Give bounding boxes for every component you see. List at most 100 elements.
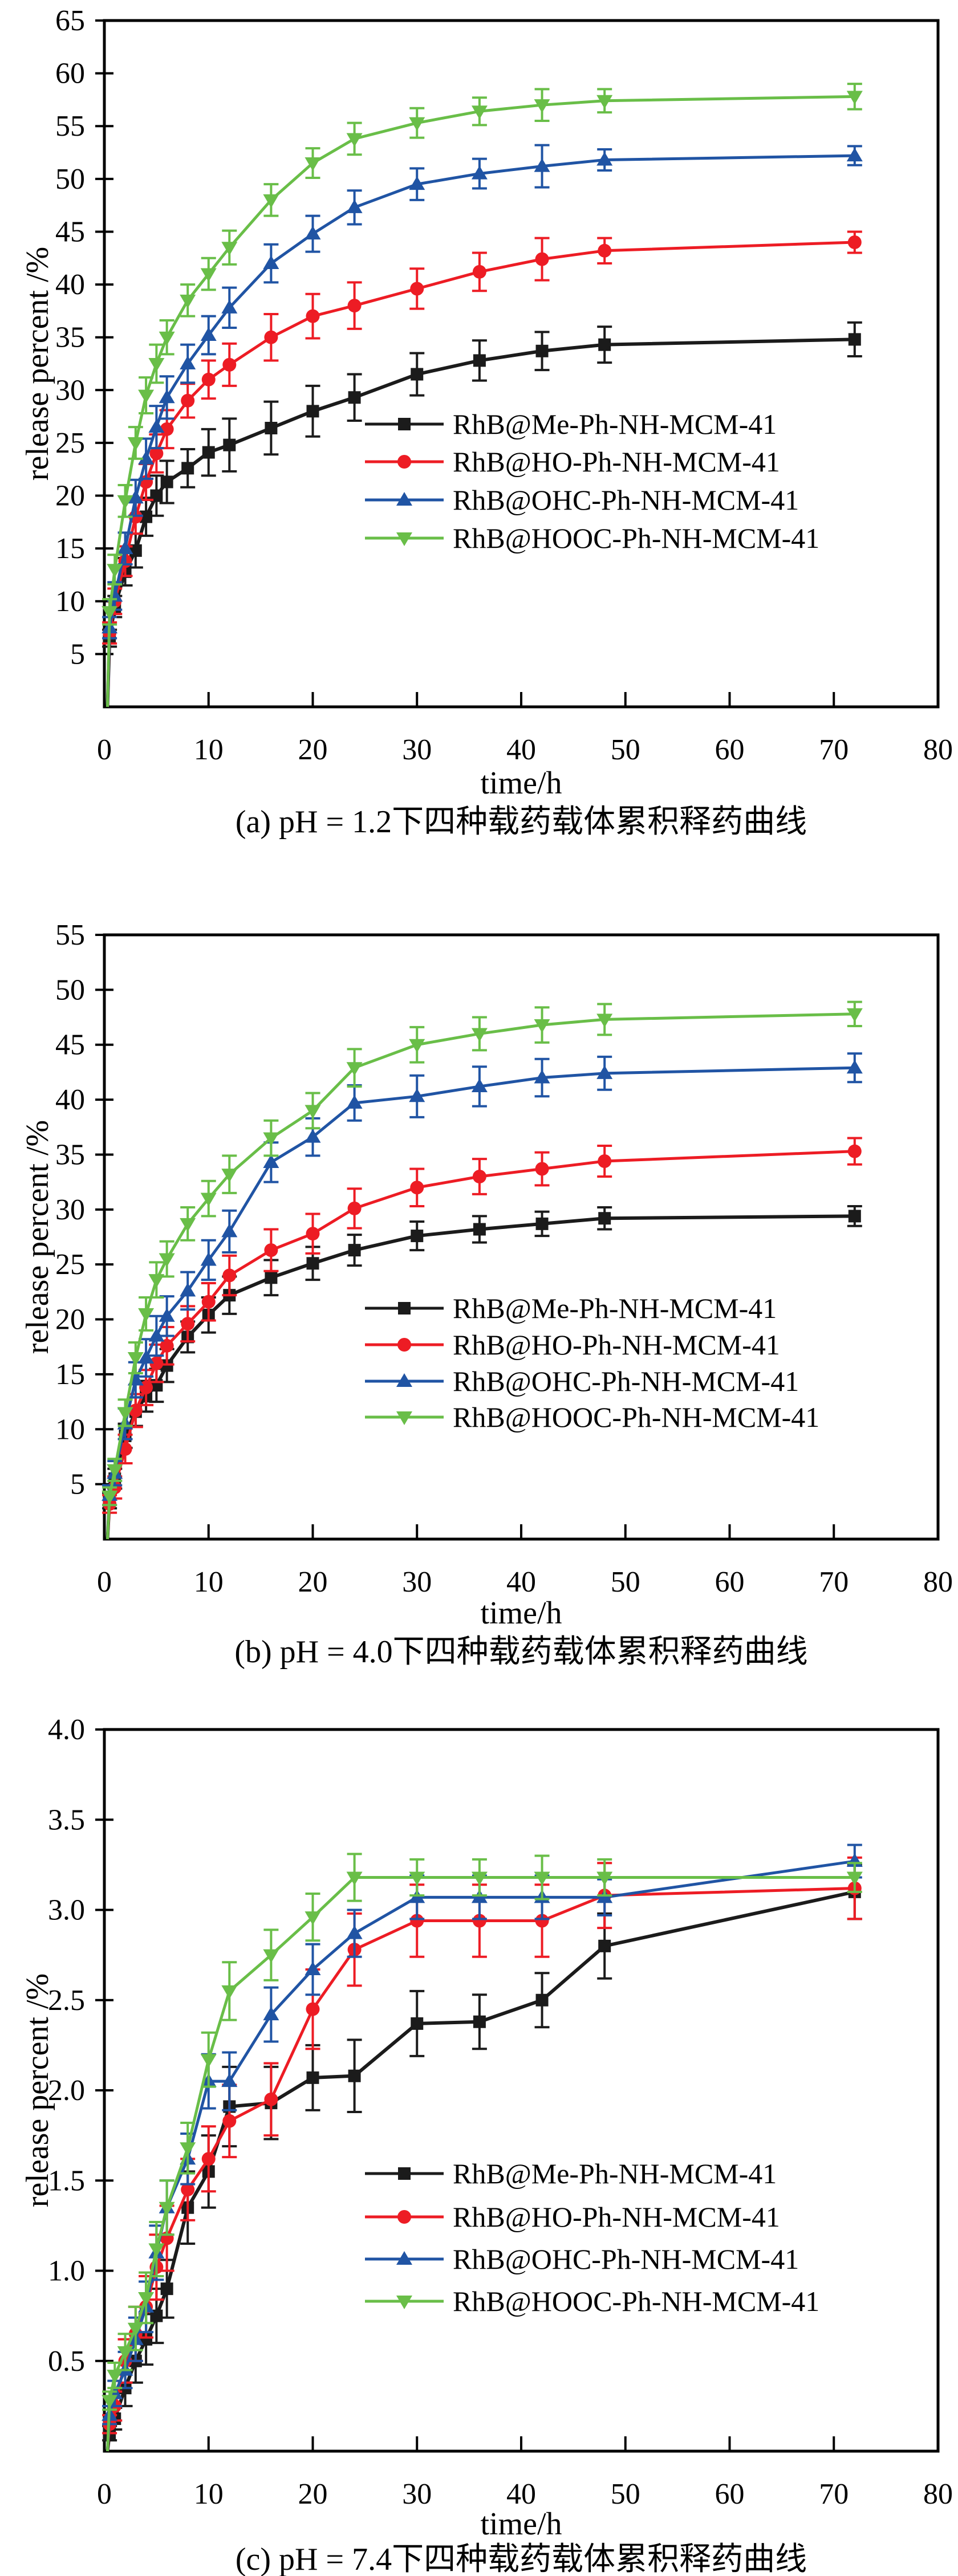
x-tick-label: 20: [298, 1566, 328, 1598]
data-point-marker: [596, 1014, 613, 1028]
data-point-marker: [596, 95, 613, 109]
data-point-marker: [598, 243, 612, 258]
legend-marker-sample: [397, 455, 411, 469]
x-tick-label: 60: [715, 2478, 745, 2510]
data-point-marker: [201, 372, 216, 386]
data-point-marker: [846, 1871, 863, 1886]
data-point-marker: [117, 495, 133, 509]
y-tick-label: 1.0: [48, 2255, 85, 2288]
data-point-marker: [200, 1193, 217, 1207]
legend-marker-sample: [396, 2251, 412, 2265]
x-tick-label: 70: [819, 1566, 849, 1598]
data-point-marker: [264, 1243, 278, 1258]
data-point-marker: [223, 438, 236, 451]
y-tick-label: 3.5: [48, 1804, 85, 1836]
data-point-marker: [472, 1170, 486, 1183]
caption-a: (a) pH = 1.2下四种载药载体累积释药曲线: [236, 804, 807, 840]
data-point-marker: [160, 475, 173, 489]
data-point-marker: [148, 2243, 165, 2257]
data-point-marker: [148, 1274, 165, 1288]
y-tick-label: 10: [55, 585, 85, 618]
y-tick-label: 45: [55, 1029, 85, 1061]
data-point-marker: [263, 194, 279, 208]
data-point-marker: [846, 1060, 863, 1074]
data-point-marker: [306, 2071, 319, 2084]
data-point-marker: [346, 133, 363, 147]
x-tick-label: 0: [97, 2478, 112, 2510]
legend-label: RhB@Me-Ph-NH-MCM-41: [453, 1292, 777, 1324]
data-point-marker: [102, 1490, 118, 1504]
data-point-marker: [348, 2069, 361, 2082]
y-tick-label: 2.5: [48, 1984, 85, 2017]
data-point-marker: [263, 1154, 279, 1168]
data-point-marker: [409, 1871, 425, 1886]
data-point-marker: [159, 2201, 175, 2216]
data-point-marker: [846, 148, 863, 162]
data-point-marker: [535, 1914, 549, 1928]
legend-marker-sample: [397, 2210, 411, 2224]
x-axis-label-a: time/h: [480, 766, 562, 801]
data-point-marker: [159, 389, 175, 404]
legend-item: RhB@HOOC-Ph-NH-MCM-41: [365, 522, 819, 554]
panel-a: 0 10 20 30 40 50 60 70 80 5 10 15 20 25 30 35 40 45 50 55 60…: [20, 5, 953, 840]
data-point-marker: [598, 1212, 611, 1225]
data-point-marker: [598, 1939, 611, 1952]
data-point-marker: [471, 1871, 488, 1886]
data-point-marker: [107, 1464, 123, 1478]
caption-b: (b) pH = 4.0下四种载药载体累积释药曲线: [234, 1634, 807, 1670]
caption-c: (c) pH = 7.4下四种载药载体累积释药曲线: [236, 2542, 807, 2576]
legend-label: RhB@HO-Ph-NH-MCM-41: [453, 2201, 780, 2233]
data-point-marker: [127, 437, 144, 451]
y-axis-label-c: release percent /%: [20, 1973, 55, 2207]
data-point-marker: [127, 490, 144, 504]
y-tick-label: 60: [55, 58, 85, 90]
data-point-marker: [535, 344, 549, 357]
data-point-marker: [148, 358, 165, 372]
y-tick-label: 30: [55, 1194, 85, 1226]
y-tick-label: 40: [55, 1084, 85, 1116]
y-tick-label: 30: [55, 374, 85, 406]
legend-label: RhB@Me-Ph-NH-MCM-41: [453, 2158, 777, 2190]
data-point-marker: [263, 1132, 279, 1146]
data-point-marker: [846, 91, 863, 105]
data-point-marker: [409, 176, 425, 190]
x-tick-label: 40: [506, 734, 536, 766]
data-point-marker: [534, 1019, 550, 1033]
data-point-marker: [150, 2309, 163, 2322]
data-point-marker: [265, 421, 278, 434]
y-tick-label: 25: [55, 1248, 85, 1281]
legend-marker-sample: [396, 1373, 412, 1387]
y-tick-label: 35: [55, 1138, 85, 1171]
data-point-marker: [411, 368, 424, 381]
x-tick-label: 50: [611, 2478, 640, 2510]
data-point-marker: [306, 1227, 320, 1241]
data-point-marker: [411, 1230, 424, 1243]
legend-label: RhB@HOOC-Ph-NH-MCM-41: [453, 1401, 819, 1433]
x-tick-label: 20: [298, 2478, 328, 2510]
data-point-marker: [409, 1088, 425, 1102]
series-RhB@HO-Ph-NH-MCM-41: [102, 1856, 862, 2452]
legend-marker-sample: [397, 1338, 411, 1352]
data-point-marker: [263, 1949, 279, 1963]
data-point-marker: [148, 1328, 165, 1342]
data-point-marker: [160, 2282, 173, 2296]
data-point-marker: [140, 510, 153, 523]
data-point-marker: [180, 2142, 196, 2156]
series-RhB@Me-Ph-NH-MCM-41: [102, 321, 862, 707]
legend-label: RhB@Me-Ph-NH-MCM-41: [453, 408, 777, 440]
data-point-marker: [596, 1871, 613, 1886]
data-point-marker: [180, 294, 196, 308]
x-tick-label: 30: [402, 734, 432, 766]
data-point-marker: [181, 393, 195, 408]
data-point-marker: [160, 1338, 174, 1353]
data-point-marker: [221, 1169, 238, 1183]
y-tick-label: 35: [55, 322, 85, 354]
y-tick-label: 3.0: [48, 1894, 85, 1927]
data-point-marker: [264, 330, 278, 344]
x-tick-label: 80: [923, 2478, 953, 2510]
data-point-marker: [471, 165, 488, 180]
data-point-marker: [305, 1129, 321, 1143]
data-point-marker: [200, 2054, 217, 2068]
data-point-marker: [305, 1911, 321, 1926]
y-tick-label: 65: [55, 5, 85, 37]
